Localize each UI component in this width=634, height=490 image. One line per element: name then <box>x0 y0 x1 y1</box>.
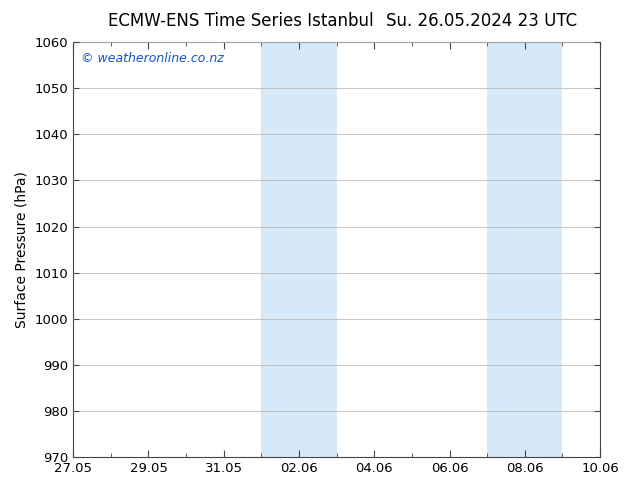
Text: Su. 26.05.2024 23 UTC: Su. 26.05.2024 23 UTC <box>386 12 578 30</box>
Bar <box>261 42 337 457</box>
Bar <box>487 42 562 457</box>
Y-axis label: Surface Pressure (hPa): Surface Pressure (hPa) <box>15 171 29 328</box>
Text: © weatheronline.co.nz: © weatheronline.co.nz <box>81 52 224 66</box>
Text: ECMW-ENS Time Series Istanbul: ECMW-ENS Time Series Istanbul <box>108 12 373 30</box>
